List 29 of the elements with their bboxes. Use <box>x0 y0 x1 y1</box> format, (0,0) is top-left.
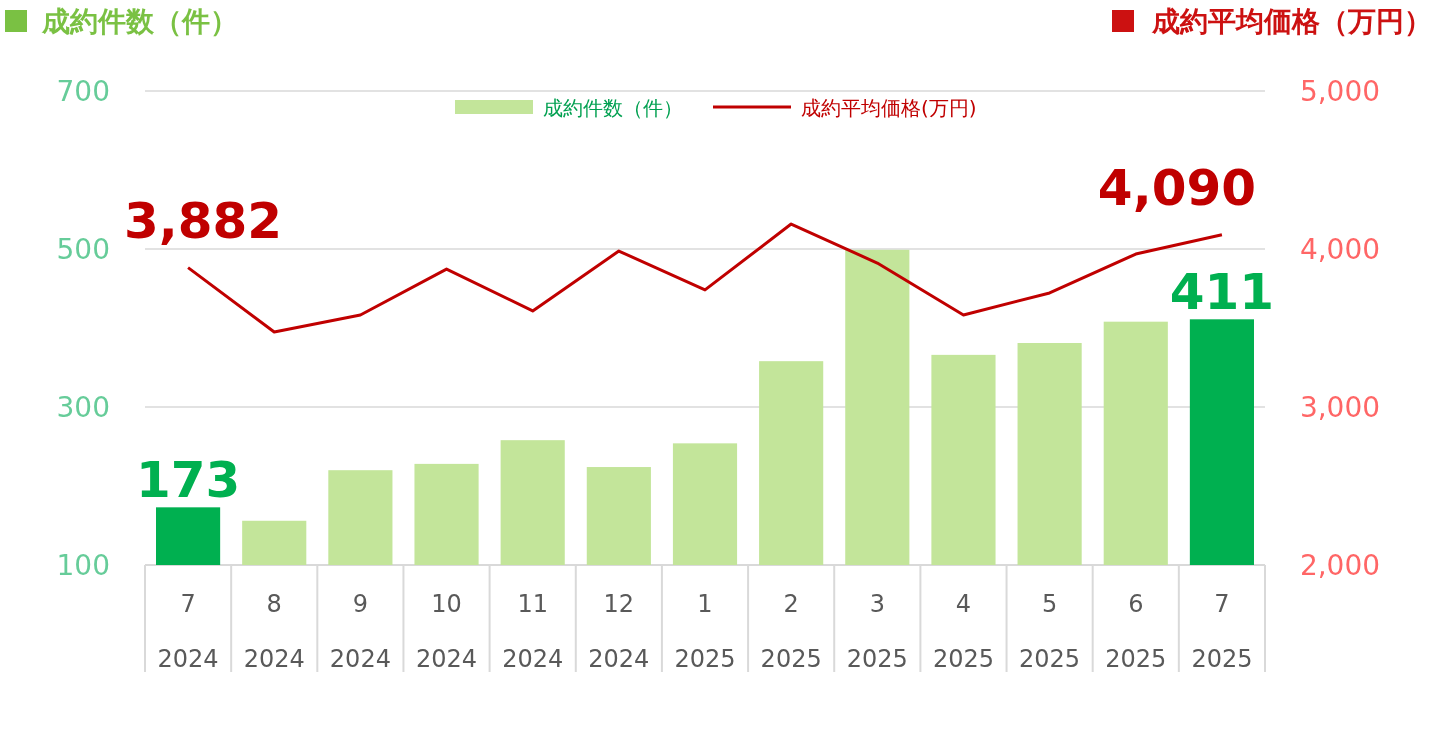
x-tick-label: 8 2024 <box>243 590 305 673</box>
x-tick-label: 4 2025 <box>932 590 994 673</box>
y2-tick-label: 2,000 <box>1299 549 1381 582</box>
y-tick-label: 300 <box>56 391 110 424</box>
y2-tick-label: 4,000 <box>1299 233 1381 266</box>
y-tick-label: 100 <box>56 549 110 582</box>
x-tick-label: 7 2024 <box>157 590 219 673</box>
data-label: 4,090 <box>1097 158 1256 217</box>
x-tick-label: 12 2024 <box>588 590 650 673</box>
x-tick-label: 2 2025 <box>760 590 822 673</box>
y-tick-label: 700 <box>56 75 110 108</box>
data-label: 3,882 <box>124 191 283 250</box>
y-tick-label: 500 <box>56 233 110 266</box>
y-axis-title: 成約件数（件） <box>41 5 238 38</box>
x-tick-label: 9 2024 <box>329 590 391 673</box>
y2-tick-label: 5,000 <box>1299 75 1381 108</box>
data-label: 173 <box>135 451 241 510</box>
legend-label: 成約平均価格(万円) <box>801 96 977 120</box>
y2-axis-title: 成約平均価格（万円） <box>1151 5 1432 38</box>
x-tick-label: 6 2025 <box>1105 590 1167 673</box>
legend-label: 成約件数（件） <box>543 96 683 120</box>
x-tick-label: 1 2025 <box>674 590 736 673</box>
x-tick-label: 11 2024 <box>502 590 564 673</box>
x-tick-label: 3 2025 <box>846 590 908 673</box>
x-tick-label: 7 2025 <box>1191 590 1253 673</box>
y2-tick-label: 3,000 <box>1299 391 1381 424</box>
data-label: 411 <box>1169 263 1275 322</box>
x-tick-label: 10 2024 <box>416 590 478 673</box>
x-tick-label: 5 2025 <box>1019 590 1081 673</box>
